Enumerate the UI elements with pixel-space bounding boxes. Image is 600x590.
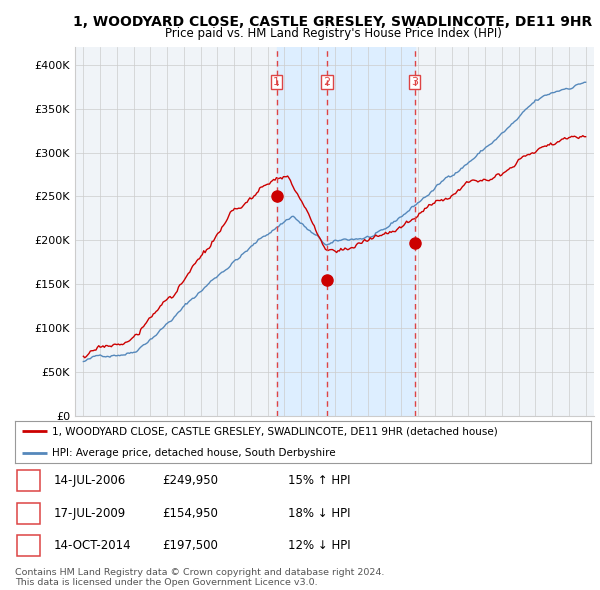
- Text: 15% ↑ HPI: 15% ↑ HPI: [288, 474, 350, 487]
- Text: 1: 1: [25, 474, 32, 487]
- Text: £197,500: £197,500: [162, 539, 218, 552]
- Text: 18% ↓ HPI: 18% ↓ HPI: [288, 507, 350, 520]
- Text: 17-JUL-2009: 17-JUL-2009: [54, 507, 126, 520]
- Text: 14-OCT-2014: 14-OCT-2014: [54, 539, 131, 552]
- Text: £249,950: £249,950: [162, 474, 218, 487]
- Text: 1, WOODYARD CLOSE, CASTLE GRESLEY, SWADLINCOTE, DE11 9HR (detached house): 1, WOODYARD CLOSE, CASTLE GRESLEY, SWADL…: [52, 427, 498, 436]
- Text: 1, WOODYARD CLOSE, CASTLE GRESLEY, SWADLINCOTE, DE11 9HR: 1, WOODYARD CLOSE, CASTLE GRESLEY, SWADL…: [73, 15, 593, 30]
- Text: 14-JUL-2006: 14-JUL-2006: [54, 474, 126, 487]
- Text: £154,950: £154,950: [162, 507, 218, 520]
- Text: HPI: Average price, detached house, South Derbyshire: HPI: Average price, detached house, Sout…: [52, 448, 336, 457]
- Text: 3: 3: [411, 77, 418, 87]
- Text: 2: 2: [323, 77, 331, 87]
- Text: 2: 2: [25, 507, 32, 520]
- Text: Contains HM Land Registry data © Crown copyright and database right 2024.
This d: Contains HM Land Registry data © Crown c…: [15, 568, 385, 587]
- Text: 12% ↓ HPI: 12% ↓ HPI: [288, 539, 350, 552]
- Text: 3: 3: [25, 539, 32, 552]
- Bar: [277, 47, 415, 416]
- Text: Price paid vs. HM Land Registry's House Price Index (HPI): Price paid vs. HM Land Registry's House …: [164, 27, 502, 40]
- Text: 1: 1: [273, 77, 280, 87]
